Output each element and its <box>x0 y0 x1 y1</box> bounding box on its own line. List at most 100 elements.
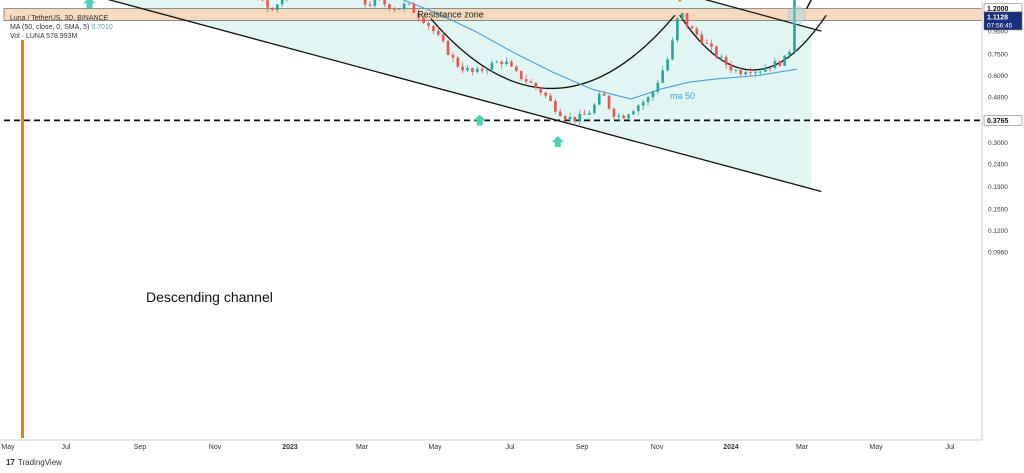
candle-body <box>280 0 284 5</box>
candle-body <box>676 18 679 41</box>
breakout-highlight <box>787 5 807 25</box>
volume-legend-line: Vol · LUNA 578.993M <box>10 33 78 40</box>
time-tick-label: Sep <box>134 444 147 451</box>
price-tick-label: 0.2400 <box>988 161 1008 168</box>
price-tick-label: 0.4800 <box>988 94 1008 101</box>
candle-body <box>407 3 411 5</box>
time-tick-label: Nov <box>651 444 664 451</box>
candle-body <box>651 91 655 98</box>
candle-body <box>441 34 445 41</box>
price-tick-label: 0.1500 <box>988 207 1008 214</box>
time-tick-label: May <box>428 444 442 451</box>
candle-body <box>734 70 738 71</box>
candle-body <box>529 81 533 84</box>
candle-body <box>563 116 567 120</box>
marker-up-arrow-icon <box>551 136 564 148</box>
candle-body <box>451 54 455 58</box>
time-tick-label: Mar <box>356 444 369 451</box>
candle-body <box>680 13 684 19</box>
candle-body <box>612 108 616 117</box>
candle-body <box>466 68 469 71</box>
candle-body <box>729 64 733 71</box>
candle-body <box>710 43 713 47</box>
candle-body <box>622 115 625 119</box>
candle-body <box>763 68 767 72</box>
candle-body <box>758 71 762 73</box>
candle-body <box>739 70 743 75</box>
candle-body <box>534 83 538 88</box>
candle-body <box>275 4 279 10</box>
ma-legend-label: MA (50, close, 0, SMA, 5) <box>10 24 90 31</box>
time-tick-label: May <box>869 444 883 451</box>
ma-legend-line: MA (50, close, 0, SMA, 5) 0.7010 <box>10 23 113 32</box>
candle-body <box>573 116 577 122</box>
candle-body <box>583 113 586 115</box>
candle-body <box>700 34 704 43</box>
candle-body <box>554 101 557 112</box>
price-tick-label: 0.1200 <box>988 228 1008 235</box>
time-tick-label: 2023 <box>282 444 298 451</box>
marker-up-arrow-icon <box>83 0 96 9</box>
candle-body <box>544 92 547 96</box>
candle-body <box>368 4 372 6</box>
tradingview-logo[interactable]: 17 TradingView <box>6 458 62 467</box>
candle-body <box>793 0 796 53</box>
price-tick-label: 0.9500 <box>988 29 1008 36</box>
candle-body <box>495 61 499 63</box>
time-tick-label: May <box>1 444 15 451</box>
ma-legend-value: 0.7010 <box>91 24 113 31</box>
price-tag-value: 0.3765 <box>987 118 1009 125</box>
candle-body <box>485 69 489 71</box>
candle-body <box>505 61 508 65</box>
time-tick-label: Jul <box>506 444 515 451</box>
candle-body <box>661 70 665 83</box>
candle-body <box>656 82 660 92</box>
resistance-zone-lower-label: Resistance zone <box>417 10 484 20</box>
candle-body <box>666 59 669 71</box>
candle-body <box>690 26 694 29</box>
price-tag-value: 1.1128 <box>987 14 1008 21</box>
candles <box>257 0 796 126</box>
price-tick-label: 0.3000 <box>988 140 1008 147</box>
candle-body <box>719 56 723 58</box>
candle-body <box>397 8 401 10</box>
candle-body <box>363 0 367 5</box>
candle-body <box>436 31 440 35</box>
candle-body <box>412 3 416 13</box>
cup-curve <box>430 14 676 89</box>
time-tick-label: Jul <box>946 444 955 451</box>
time-tick-label: Nov <box>209 444 222 451</box>
channel-lower-line <box>107 0 822 193</box>
time-tick-label: Jul <box>62 444 71 451</box>
candle-body <box>646 97 650 102</box>
candle-body <box>480 68 484 71</box>
candle-body <box>724 56 728 65</box>
candle-body <box>461 66 464 71</box>
candle-body <box>456 57 460 67</box>
candle-body <box>490 62 494 70</box>
candle-body <box>744 72 747 75</box>
candle-body <box>641 101 645 106</box>
candle-body <box>715 46 718 58</box>
candle-body <box>558 111 562 117</box>
candle-body <box>417 12 421 18</box>
handle-curve <box>679 14 827 71</box>
candle-body <box>432 25 435 32</box>
candle-body <box>602 93 606 96</box>
candle-body <box>500 61 503 65</box>
candle-body <box>271 7 274 10</box>
price-tag-countdown: 07:56:45 <box>987 22 1013 29</box>
candle-body <box>705 42 708 44</box>
candle-body <box>393 8 396 10</box>
symbol-line: Luna / TetherUS, 3D, BINANCE <box>10 15 109 22</box>
marker-down-arrow-icon <box>677 0 682 2</box>
candle-body <box>524 79 528 82</box>
time-tick-label: Mar <box>796 444 809 451</box>
candle-body <box>754 71 757 73</box>
tradingview-logo-text: TradingView <box>17 458 62 467</box>
time-tick-label: 2024 <box>723 444 739 451</box>
price-tick-label: 0.1900 <box>988 184 1008 191</box>
candle-body <box>515 66 518 71</box>
marker-up-arrow-icon <box>473 114 486 126</box>
